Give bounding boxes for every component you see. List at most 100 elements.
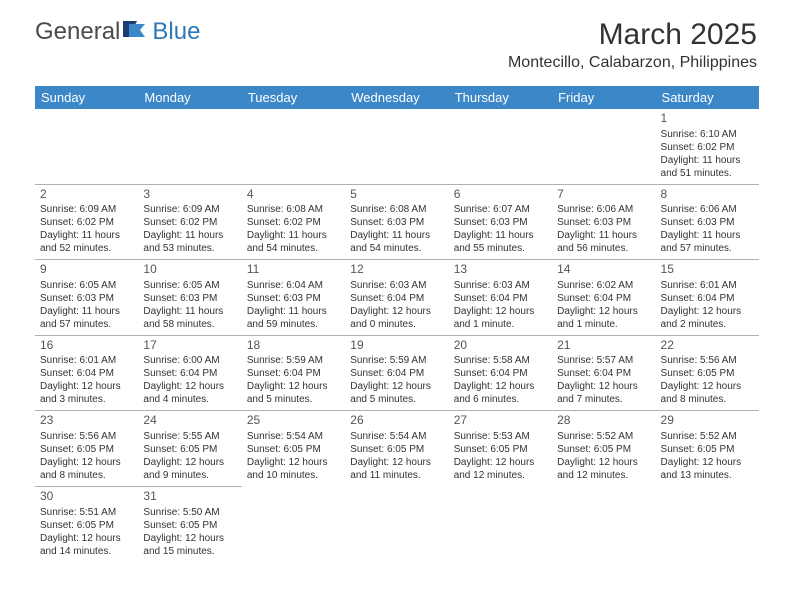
daylight-text-2: and 51 minutes. [661,167,754,180]
calendar-cell: 29Sunrise: 5:52 AMSunset: 6:05 PMDayligh… [656,411,759,487]
calendar-cell: 2Sunrise: 6:09 AMSunset: 6:02 PMDaylight… [35,184,138,260]
sunset-text: Sunset: 6:04 PM [350,367,443,380]
sunset-text: Sunset: 6:03 PM [661,216,754,229]
calendar-cell: 30Sunrise: 5:51 AMSunset: 6:05 PMDayligh… [35,486,138,561]
day-number: 13 [454,262,547,278]
daylight-text-1: Daylight: 11 hours [40,229,133,242]
daylight-text-2: and 12 minutes. [557,469,650,482]
sunrise-text: Sunrise: 5:56 AM [40,430,133,443]
calendar-cell: 20Sunrise: 5:58 AMSunset: 6:04 PMDayligh… [449,335,552,411]
weekday-monday: Monday [138,86,241,109]
day-number: 22 [661,338,754,354]
calendar-cell: 23Sunrise: 5:56 AMSunset: 6:05 PMDayligh… [35,411,138,487]
daylight-text-2: and 54 minutes. [247,242,340,255]
daylight-text-1: Daylight: 12 hours [661,305,754,318]
calendar-row: 30Sunrise: 5:51 AMSunset: 6:05 PMDayligh… [35,486,759,561]
calendar-cell: 11Sunrise: 6:04 AMSunset: 6:03 PMDayligh… [242,260,345,336]
sunrise-text: Sunrise: 5:57 AM [557,354,650,367]
day-number: 3 [143,187,236,203]
daylight-text-1: Daylight: 11 hours [247,305,340,318]
sunrise-text: Sunrise: 6:03 AM [454,279,547,292]
title-block: March 2025 Montecillo, Calabarzon, Phili… [508,18,757,72]
calendar-cell: 6Sunrise: 6:07 AMSunset: 6:03 PMDaylight… [449,184,552,260]
calendar-cell: 8Sunrise: 6:06 AMSunset: 6:03 PMDaylight… [656,184,759,260]
calendar-cell [552,486,655,561]
daylight-text-2: and 5 minutes. [247,393,340,406]
daylight-text-1: Daylight: 12 hours [40,532,133,545]
day-number: 14 [557,262,650,278]
sunset-text: Sunset: 6:05 PM [661,443,754,456]
sunset-text: Sunset: 6:04 PM [143,367,236,380]
daylight-text-2: and 10 minutes. [247,469,340,482]
daylight-text-1: Daylight: 11 hours [143,229,236,242]
daylight-text-2: and 56 minutes. [557,242,650,255]
daylight-text-2: and 15 minutes. [143,545,236,558]
calendar-cell: 31Sunrise: 5:50 AMSunset: 6:05 PMDayligh… [138,486,241,561]
daylight-text-2: and 6 minutes. [454,393,547,406]
calendar-cell [345,109,448,184]
daylight-text-1: Daylight: 12 hours [454,380,547,393]
sunset-text: Sunset: 6:05 PM [454,443,547,456]
sunrise-text: Sunrise: 5:55 AM [143,430,236,443]
daylight-text-1: Daylight: 12 hours [557,305,650,318]
day-number: 30 [40,489,133,505]
daylight-text-2: and 1 minute. [557,318,650,331]
calendar-cell: 5Sunrise: 6:08 AMSunset: 6:03 PMDaylight… [345,184,448,260]
sunset-text: Sunset: 6:02 PM [247,216,340,229]
daylight-text-1: Daylight: 12 hours [247,456,340,469]
calendar-cell: 3Sunrise: 6:09 AMSunset: 6:02 PMDaylight… [138,184,241,260]
day-number: 10 [143,262,236,278]
calendar-cell: 18Sunrise: 5:59 AMSunset: 6:04 PMDayligh… [242,335,345,411]
daylight-text-1: Daylight: 12 hours [661,380,754,393]
sunrise-text: Sunrise: 6:01 AM [661,279,754,292]
sunrise-text: Sunrise: 5:58 AM [454,354,547,367]
daylight-text-2: and 8 minutes. [661,393,754,406]
daylight-text-1: Daylight: 12 hours [454,456,547,469]
day-number: 20 [454,338,547,354]
daylight-text-2: and 52 minutes. [40,242,133,255]
calendar-cell: 16Sunrise: 6:01 AMSunset: 6:04 PMDayligh… [35,335,138,411]
calendar-cell: 17Sunrise: 6:00 AMSunset: 6:04 PMDayligh… [138,335,241,411]
sunset-text: Sunset: 6:05 PM [661,367,754,380]
calendar-cell [449,109,552,184]
sunset-text: Sunset: 6:04 PM [557,367,650,380]
day-number: 17 [143,338,236,354]
sunrise-text: Sunrise: 5:54 AM [247,430,340,443]
daylight-text-2: and 3 minutes. [40,393,133,406]
sunrise-text: Sunrise: 6:09 AM [143,203,236,216]
day-number: 24 [143,413,236,429]
weekday-friday: Friday [552,86,655,109]
sunset-text: Sunset: 6:03 PM [40,292,133,305]
sunset-text: Sunset: 6:05 PM [143,519,236,532]
daylight-text-1: Daylight: 11 hours [661,229,754,242]
daylight-text-1: Daylight: 12 hours [350,456,443,469]
daylight-text-2: and 1 minute. [454,318,547,331]
day-number: 15 [661,262,754,278]
sunrise-text: Sunrise: 5:56 AM [661,354,754,367]
sunrise-text: Sunrise: 6:03 AM [350,279,443,292]
calendar-cell [656,486,759,561]
daylight-text-2: and 2 minutes. [661,318,754,331]
daylight-text-1: Daylight: 12 hours [454,305,547,318]
daylight-text-2: and 57 minutes. [661,242,754,255]
sunset-text: Sunset: 6:04 PM [350,292,443,305]
calendar-cell: 19Sunrise: 5:59 AMSunset: 6:04 PMDayligh… [345,335,448,411]
sunset-text: Sunset: 6:04 PM [454,292,547,305]
calendar-cell [552,109,655,184]
sunset-text: Sunset: 6:05 PM [557,443,650,456]
flag-icon [123,18,149,46]
calendar-row: 1Sunrise: 6:10 AMSunset: 6:02 PMDaylight… [35,109,759,184]
sunset-text: Sunset: 6:02 PM [661,141,754,154]
daylight-text-2: and 55 minutes. [454,242,547,255]
sunset-text: Sunset: 6:02 PM [40,216,133,229]
daylight-text-1: Daylight: 11 hours [350,229,443,242]
header: General Blue March 2025 Montecillo, Cala… [0,0,792,78]
calendar-cell: 7Sunrise: 6:06 AMSunset: 6:03 PMDaylight… [552,184,655,260]
calendar-cell: 14Sunrise: 6:02 AMSunset: 6:04 PMDayligh… [552,260,655,336]
sunrise-text: Sunrise: 6:09 AM [40,203,133,216]
calendar-cell: 26Sunrise: 5:54 AMSunset: 6:05 PMDayligh… [345,411,448,487]
calendar-cell: 22Sunrise: 5:56 AMSunset: 6:05 PMDayligh… [656,335,759,411]
weekday-header-row: Sunday Monday Tuesday Wednesday Thursday… [35,86,759,109]
calendar-cell: 13Sunrise: 6:03 AMSunset: 6:04 PMDayligh… [449,260,552,336]
calendar-row: 9Sunrise: 6:05 AMSunset: 6:03 PMDaylight… [35,260,759,336]
